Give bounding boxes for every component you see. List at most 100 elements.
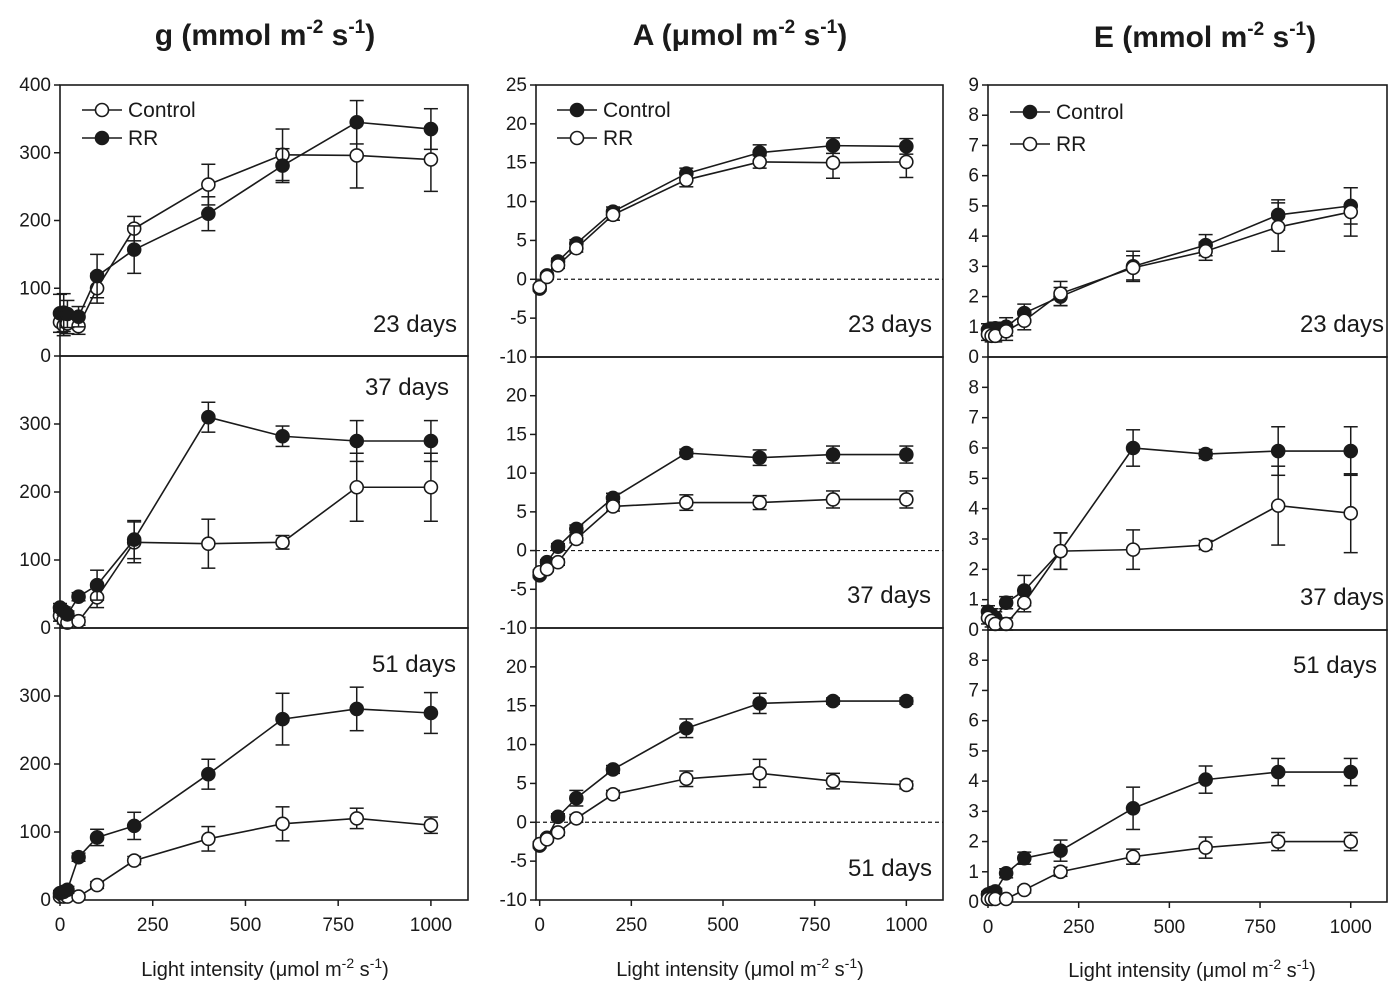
y-tick-label: 25 — [506, 75, 527, 96]
data-point — [1125, 849, 1141, 864]
legend-marker — [1022, 104, 1038, 120]
data-point — [605, 207, 621, 223]
y-tick-label: 9 — [968, 75, 979, 96]
data-point — [60, 607, 75, 622]
panel-c1-r0: -10 -5 0 5 10 15 20 25 23 days Control RR — [500, 75, 944, 368]
legend-marker — [94, 102, 110, 118]
data-point — [1016, 882, 1032, 898]
data-point — [752, 450, 767, 465]
data-point — [1125, 260, 1141, 276]
data-point — [1125, 542, 1141, 557]
column-title-a: A (μmol m-2 s-1) — [633, 17, 847, 52]
x-tick-label: 250 — [615, 915, 647, 936]
data-point — [126, 532, 142, 547]
data-point — [998, 616, 1014, 632]
y-tick-label: 5 — [516, 230, 527, 251]
data-point — [349, 114, 365, 130]
y-tick-label: 5 — [516, 502, 527, 523]
series-line — [988, 840, 1351, 900]
data-point — [423, 433, 439, 449]
panel-days-label: 51 days — [848, 855, 932, 882]
legend-label: RR — [603, 127, 633, 150]
y-tick-label: 7 — [968, 135, 979, 156]
x-tick-label: 1000 — [1330, 917, 1372, 938]
data-point — [550, 539, 566, 555]
series-control — [532, 692, 914, 853]
x-tick-label: 250 — [1063, 917, 1095, 938]
series-rr — [532, 145, 914, 295]
data-point — [201, 536, 216, 551]
data-point — [201, 177, 216, 192]
y-tick-label: 20 — [506, 114, 527, 135]
data-point — [1270, 764, 1286, 780]
panel-c2-r0: 0 1 2 3 4 5 6 7 8 9 23 days Control RR — [968, 75, 1388, 368]
legend: Control RR — [557, 99, 671, 150]
data-point — [539, 561, 555, 577]
legend: Control RR — [82, 99, 196, 150]
y-tick-label: 0 — [40, 618, 51, 639]
y-tick-label: 0 — [968, 347, 979, 368]
data-point — [1016, 313, 1032, 329]
data-point — [752, 766, 767, 781]
data-point — [60, 882, 75, 898]
panel-days-label: 37 days — [365, 374, 449, 401]
y-tick-label: 20 — [506, 657, 527, 678]
data-point — [275, 158, 290, 173]
x-tick-label: 0 — [534, 915, 545, 936]
data-point — [539, 832, 555, 847]
y-tick-label: 200 — [19, 754, 51, 775]
series-line — [988, 205, 1351, 331]
series-rr — [980, 465, 1359, 632]
panel-days-label: 23 days — [1300, 311, 1384, 338]
data-point — [899, 492, 914, 507]
data-point — [71, 309, 86, 325]
column-title-e: E (mmol m-2 s-1) — [1094, 19, 1316, 54]
series-line — [60, 817, 431, 898]
series-control — [532, 137, 914, 296]
y-tick-label: 300 — [19, 143, 51, 164]
data-point — [998, 595, 1014, 611]
series-control — [980, 757, 1359, 902]
data-point — [1198, 840, 1213, 855]
legend: Control RR — [1010, 101, 1124, 156]
data-point — [349, 479, 365, 495]
legend-label: RR — [128, 127, 158, 150]
data-point — [201, 409, 216, 425]
data-point — [532, 279, 547, 295]
y-tick-label: 15 — [506, 153, 527, 174]
data-point — [752, 495, 767, 510]
data-point — [679, 495, 694, 510]
data-point — [899, 154, 914, 170]
y-tick-label: 0 — [40, 346, 51, 367]
data-point — [825, 155, 841, 171]
y-tick-label: 4 — [968, 499, 979, 520]
data-point — [752, 696, 767, 711]
y-tick-label: 100 — [19, 278, 51, 299]
data-point — [1343, 834, 1359, 849]
y-tick-label: -10 — [500, 890, 527, 911]
legend-marker — [569, 130, 585, 146]
y-tick-label: 0 — [516, 541, 527, 562]
data-point — [1125, 440, 1141, 456]
data-point — [349, 701, 365, 717]
y-tick-label: -5 — [510, 579, 527, 600]
data-point — [825, 447, 841, 462]
data-point — [71, 889, 86, 904]
data-point — [1053, 864, 1068, 880]
data-point — [679, 720, 694, 736]
y-tick-label: 8 — [968, 650, 979, 671]
series-rr — [980, 831, 1359, 907]
data-point — [998, 891, 1014, 907]
series-line — [59, 153, 431, 328]
data-point — [1270, 219, 1286, 235]
data-point — [569, 531, 584, 547]
data-point — [998, 324, 1014, 339]
data-point — [569, 811, 584, 826]
panel-c1-r1: -10 -5 0 5 10 15 20 37 days — [500, 356, 944, 639]
y-tick-label: 10 — [506, 192, 527, 213]
x-axis-label-col3: Light intensity (μmol m-2 s-1) — [1068, 956, 1316, 982]
y-tick-label: -5 — [510, 851, 527, 872]
y-tick-label: 0 — [516, 812, 527, 833]
y-tick-label: 3 — [968, 801, 979, 822]
